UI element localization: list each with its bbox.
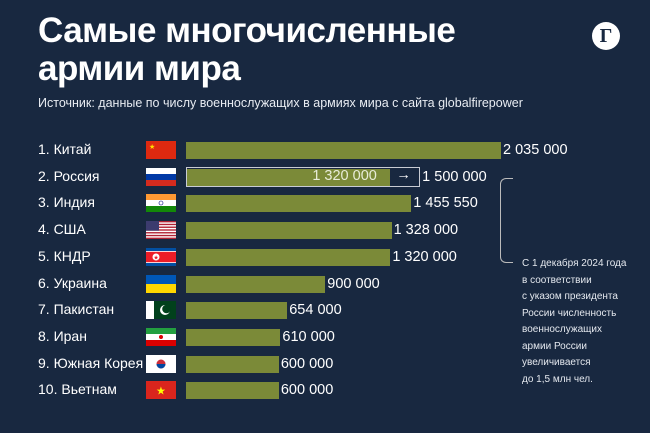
value-label: 1 320 000 xyxy=(392,248,457,265)
bar xyxy=(186,168,391,186)
country-label: 9. Южная Корея xyxy=(38,354,144,371)
svg-text:★: ★ xyxy=(149,143,155,151)
bar xyxy=(186,382,279,400)
country-label: 5. КНДР xyxy=(38,247,91,264)
bar xyxy=(186,328,281,346)
flag-china-icon: ★ xyxy=(146,141,176,159)
bar xyxy=(186,275,326,293)
logo: Г xyxy=(592,22,620,50)
flag-ukraine-icon xyxy=(146,274,176,293)
country-label: 10. Вьетнам xyxy=(38,381,117,398)
flag-north-korea-icon: ★ xyxy=(146,247,176,266)
annotation-line: увеличивается xyxy=(522,357,591,368)
country-label: 1. Китай xyxy=(38,141,92,157)
page-title: Самые многочисленные армии мира xyxy=(38,11,456,88)
arrow-icon: → xyxy=(396,166,411,183)
russia-target-label: 1 500 000 xyxy=(422,168,487,185)
country-label: 3. Индия xyxy=(38,194,95,211)
value-label: 900 000 xyxy=(327,275,380,292)
title-line-1: Самые многочисленные xyxy=(38,11,456,50)
flag-india-icon xyxy=(146,194,176,213)
country-label: 8. Иран xyxy=(38,327,87,344)
annotation-line: С 1 декабря 2024 года xyxy=(522,258,627,269)
russia-target-box xyxy=(186,166,421,187)
value-label: 654 000 xyxy=(289,302,342,319)
bar xyxy=(186,142,501,159)
flag-south-korea-icon xyxy=(146,354,176,373)
annotation-line: армии России xyxy=(522,340,587,352)
title-line-2: армии мира xyxy=(38,49,241,88)
annotation: С 1 декабря 2024 года в соответствии с ука… xyxy=(522,256,626,388)
bar xyxy=(186,355,279,373)
country-label: 2. Россия xyxy=(38,167,100,184)
value-label: 600 000 xyxy=(280,382,334,399)
flag-russia-icon xyxy=(146,167,176,186)
svg-text:★: ★ xyxy=(156,386,166,398)
annotation-line: в соответствии xyxy=(522,274,592,286)
flag-pakistan-icon xyxy=(146,301,176,320)
value-label: 610 000 xyxy=(282,328,335,345)
bar xyxy=(186,302,288,320)
value-label: 1 455 550 xyxy=(413,195,478,212)
flag-iran-icon xyxy=(146,327,176,346)
annotation-line: до 1,5 млн чел. xyxy=(522,373,593,385)
flag-vietnam-icon: ★ xyxy=(146,381,176,400)
value-label: 1 320 000 xyxy=(312,167,377,184)
flag-usa-icon xyxy=(146,221,176,240)
bar xyxy=(186,195,412,213)
svg-text:★: ★ xyxy=(153,254,158,261)
value-label: 1 328 000 xyxy=(393,222,459,239)
bar xyxy=(186,222,392,240)
bar xyxy=(186,248,391,266)
country-label: 7. Пакистан xyxy=(38,301,115,318)
value-label: 600 000 xyxy=(280,355,334,372)
annotation-line: России численность xyxy=(522,307,617,319)
annotation-line: военнослужащих xyxy=(522,324,602,335)
source-note: Источник: данные по числу военнослужащих… xyxy=(38,96,523,110)
annotation-bracket xyxy=(500,178,513,263)
annotation-line: с указом президента xyxy=(522,291,618,302)
value-label: 2 035 000 xyxy=(503,142,568,158)
country-label: 6. Украина xyxy=(38,274,107,291)
country-label: 4. США xyxy=(38,221,86,238)
